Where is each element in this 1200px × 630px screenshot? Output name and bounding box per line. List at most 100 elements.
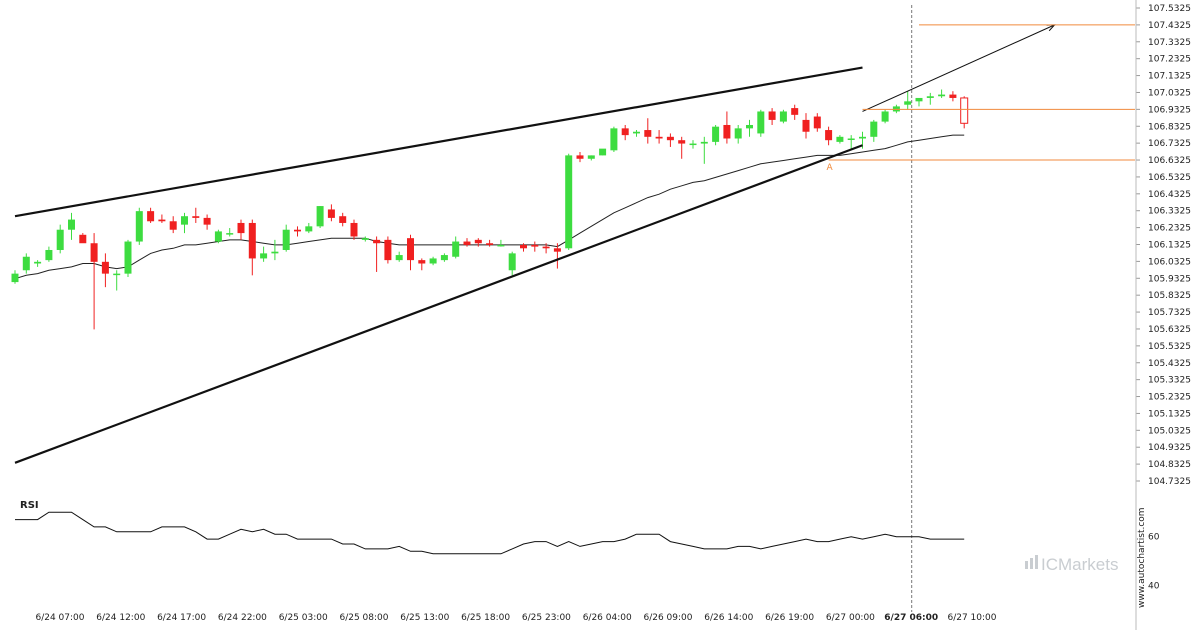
candle-body	[203, 217, 211, 225]
price-tick-label: 105.9325	[1148, 274, 1191, 284]
time-axis: 6/24 07:00 6/24 12:00 6/24 17:00 6/24 22:00…	[35, 613, 996, 623]
candle-body	[282, 229, 290, 250]
price-tick-label: 104.9325	[1148, 443, 1191, 453]
candles	[11, 89, 969, 330]
time-tick-label: 6/27 10:00	[947, 613, 996, 623]
price-tick-label: 105.3325	[1148, 376, 1191, 386]
price-tick-label: 106.4325	[1148, 190, 1191, 200]
price-tick-label: 107.1325	[1148, 72, 1191, 82]
time-tick-label: 6/26 19:00	[765, 613, 814, 623]
candle-body	[124, 241, 132, 274]
candle-body	[621, 128, 629, 136]
candle-body	[599, 148, 607, 156]
moving-average-path	[14, 134, 965, 280]
candle-body	[271, 251, 279, 254]
candle-body	[418, 260, 426, 264]
candle-body	[531, 244, 539, 247]
candle-body	[791, 108, 799, 115]
price-tick-label: 107.0325	[1148, 88, 1191, 98]
candle-body	[813, 116, 821, 129]
brand-name: ICMarkets	[1041, 555, 1118, 574]
candle-body	[327, 209, 335, 218]
candle-body	[847, 138, 855, 140]
candle-body	[68, 219, 75, 230]
candle-body	[700, 141, 708, 144]
price-tick-label: 104.8325	[1148, 460, 1191, 470]
candle-body	[678, 140, 686, 144]
candle-body	[56, 229, 64, 250]
candle-body	[181, 216, 188, 225]
candle-body	[587, 155, 595, 159]
price-tick-label: 106.8325	[1148, 122, 1191, 132]
time-tick-label: 6/24 22:00	[218, 613, 267, 623]
candle-body	[339, 216, 347, 223]
candle-body	[915, 97, 923, 102]
candle-body	[135, 211, 143, 242]
price-tick-label: 105.2325	[1148, 393, 1191, 403]
candle-body	[361, 238, 369, 240]
price-tick-label: 105.4325	[1148, 359, 1191, 369]
price-tick-label: 107.4325	[1148, 21, 1191, 31]
price-tick-label: 105.8325	[1148, 291, 1191, 301]
brand-logo: ICMarkets	[1025, 555, 1118, 574]
candle-body	[147, 211, 155, 222]
candle-body	[248, 222, 256, 259]
price-tick-label: 106.5325	[1148, 173, 1191, 183]
candle-body	[960, 97, 969, 124]
candle-body	[113, 273, 121, 276]
wedge-lower-line	[14, 144, 863, 464]
wedge-upper-line	[14, 66, 863, 218]
price-tick-label: 105.0325	[1148, 426, 1191, 436]
candle-body	[45, 249, 53, 261]
candle-body	[938, 94, 946, 97]
time-tick-label: 6/25 23:00	[522, 613, 571, 623]
time-tick-label: 6/24 07:00	[35, 613, 84, 623]
time-tick-label: 6/24 17:00	[157, 613, 206, 623]
candle-body	[926, 96, 934, 98]
time-tick-label: 6/26 09:00	[643, 613, 692, 623]
candle-body	[440, 255, 448, 261]
time-tick-label: 6/25 08:00	[339, 613, 388, 623]
candle-body	[904, 101, 912, 105]
candle-body	[350, 222, 358, 237]
candle-body	[226, 233, 234, 235]
candle-body	[237, 222, 245, 234]
candle-body	[316, 206, 324, 227]
candle-body	[192, 216, 200, 218]
candle-body	[384, 239, 392, 261]
price-tick-label: 105.6325	[1148, 325, 1191, 335]
candle-body	[746, 124, 753, 129]
candle-body	[565, 155, 573, 249]
price-tick-label: 106.2325	[1148, 224, 1191, 234]
candle-body	[22, 256, 30, 271]
candle-body	[723, 124, 731, 139]
price-tick-label: 106.3325	[1148, 207, 1191, 217]
moving-average-line	[14, 134, 965, 280]
candle-body	[373, 239, 381, 244]
candle-body	[802, 119, 810, 132]
price-tick-label: 107.3325	[1148, 38, 1191, 48]
candle-body	[158, 219, 166, 222]
price-tick-label: 105.5325	[1148, 342, 1191, 352]
price-axis: 107.5325 107.4325 107.3325 107.2325 107.1325…	[1135, 0, 1191, 630]
candle-body	[644, 130, 652, 137]
candle-body	[779, 111, 787, 122]
candle-body	[542, 246, 550, 249]
candle-body	[474, 239, 482, 244]
rsi-tick-label: 60	[1148, 533, 1160, 543]
candle-body	[101, 261, 109, 274]
time-tick-label: 6/25 18:00	[461, 613, 510, 623]
site-watermark: www.autochartist.com	[1137, 507, 1147, 608]
price-tick-label: 105.1325	[1148, 409, 1191, 419]
rsi-panel: RSI 60 40	[15, 500, 1160, 592]
candle-body	[881, 111, 889, 122]
candle-body	[734, 128, 742, 139]
time-tick-label: 6/25 03:00	[279, 613, 328, 623]
time-tick-label: 6/25 13:00	[400, 613, 449, 623]
price-tick-label: 106.6325	[1148, 156, 1191, 166]
candle-body	[610, 128, 618, 151]
candle-body	[11, 273, 19, 283]
candle-body	[633, 131, 640, 134]
candle-body	[169, 221, 177, 230]
